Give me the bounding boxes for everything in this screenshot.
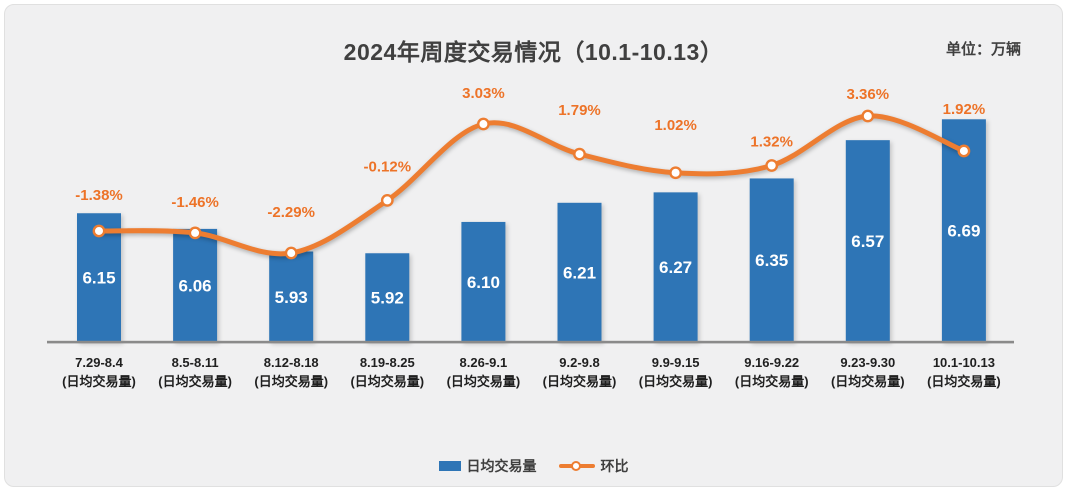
x-axis-label-sub: (日均交易量) <box>735 374 809 389</box>
line-point-marker <box>957 144 971 158</box>
line-point-marker <box>284 246 298 260</box>
x-axis-label-period: 8.5-8.11 <box>172 355 219 370</box>
bar <box>749 178 794 342</box>
x-axis-label-sub: (日均交易量) <box>927 374 1001 389</box>
pct-data-label: 3.03% <box>462 85 505 102</box>
x-axis-label-sub: (日均交易量) <box>831 374 905 389</box>
bar-value-label: 6.15 <box>82 269 115 288</box>
bar-value-label: 6.27 <box>659 258 692 277</box>
line-point-marker <box>476 117 490 131</box>
legend-bar-label: 日均交易量 <box>466 458 537 474</box>
bar-value-label: 6.10 <box>467 273 500 292</box>
legend-line-label: 环比 <box>600 458 629 474</box>
bar-value-label: 5.92 <box>371 289 404 308</box>
x-axis-label-sub: (日均交易量) <box>447 374 521 389</box>
bar-value-label: 6.57 <box>851 232 884 251</box>
line-point-marker <box>669 166 682 180</box>
pct-data-label: 1.02% <box>654 117 697 134</box>
bar-series-swatch <box>438 461 461 471</box>
x-axis-label-period: 9.2-9.8 <box>559 355 599 370</box>
bar <box>269 251 314 342</box>
chart-title: 2024年周度交易情况（10.1-10.13） <box>343 39 724 65</box>
pct-data-label: -1.46% <box>171 194 219 211</box>
bar-value-label: 6.21 <box>563 263 596 282</box>
line-swatch-marker <box>570 461 581 471</box>
pct-data-label: 1.79% <box>558 102 601 119</box>
x-axis-label-period: 7.29-8.4 <box>75 355 123 370</box>
x-axis-label-sub: (日均交易量) <box>543 374 617 389</box>
line-point-marker <box>188 226 202 240</box>
x-axis-label-sub: (日均交易量) <box>158 374 232 389</box>
x-axis-label-sub: (日均交易量) <box>62 374 136 389</box>
x-axis-label-period: 8.19-8.25 <box>360 355 415 370</box>
bar <box>653 192 698 342</box>
bar <box>557 202 602 342</box>
legend-item-line: 环比 <box>558 456 629 476</box>
pct-data-label: -0.12% <box>364 158 412 175</box>
bar <box>173 228 218 342</box>
line-point-marker <box>573 147 586 161</box>
bar <box>365 253 410 342</box>
line-point-marker <box>765 159 779 172</box>
bar <box>461 221 506 342</box>
bar-value-label: 6.06 <box>179 276 212 295</box>
pct-data-label: 1.32% <box>750 133 793 150</box>
x-axis-label-sub: (日均交易量) <box>639 374 713 389</box>
bar-value-label: 6.69 <box>947 222 980 241</box>
pct-data-label: -1.38% <box>75 187 123 204</box>
chart-legend: 日均交易量 环比 <box>0 457 1067 475</box>
unit-label: 单位：万辆 <box>945 41 1021 58</box>
pct-data-label: 1.92% <box>943 101 986 118</box>
x-axis-line <box>47 340 1014 344</box>
bar <box>845 140 890 342</box>
trend-line <box>96 113 967 257</box>
line-series-swatch <box>558 460 595 472</box>
line-point-marker <box>861 109 875 123</box>
pct-data-label: 3.36% <box>847 86 890 103</box>
x-axis-label-sub: (日均交易量) <box>254 374 328 389</box>
x-axis-label-period: 8.26-9.1 <box>460 355 508 370</box>
x-axis-label-period: 9.23-9.30 <box>840 355 895 370</box>
bar-value-label: 6.35 <box>755 251 788 270</box>
line-point-marker <box>92 224 106 238</box>
x-axis-label-period: 9.16-9.22 <box>744 355 799 370</box>
x-axis-label-sub: (日均交易量) <box>350 374 424 389</box>
legend-item-bar: 日均交易量 <box>438 456 537 476</box>
pct-data-label: -2.29% <box>267 204 315 221</box>
x-axis-label-period: 10.1-10.13 <box>933 355 995 370</box>
line-point-marker <box>380 194 394 207</box>
bar-value-label: 5.93 <box>275 288 308 307</box>
x-axis-label-period: 9.9-9.15 <box>652 355 700 370</box>
x-axis-label-period: 8.12-8.18 <box>264 355 319 370</box>
